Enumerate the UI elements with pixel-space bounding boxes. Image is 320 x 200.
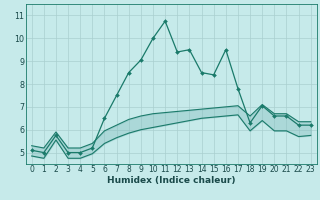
X-axis label: Humidex (Indice chaleur): Humidex (Indice chaleur) xyxy=(107,176,236,185)
